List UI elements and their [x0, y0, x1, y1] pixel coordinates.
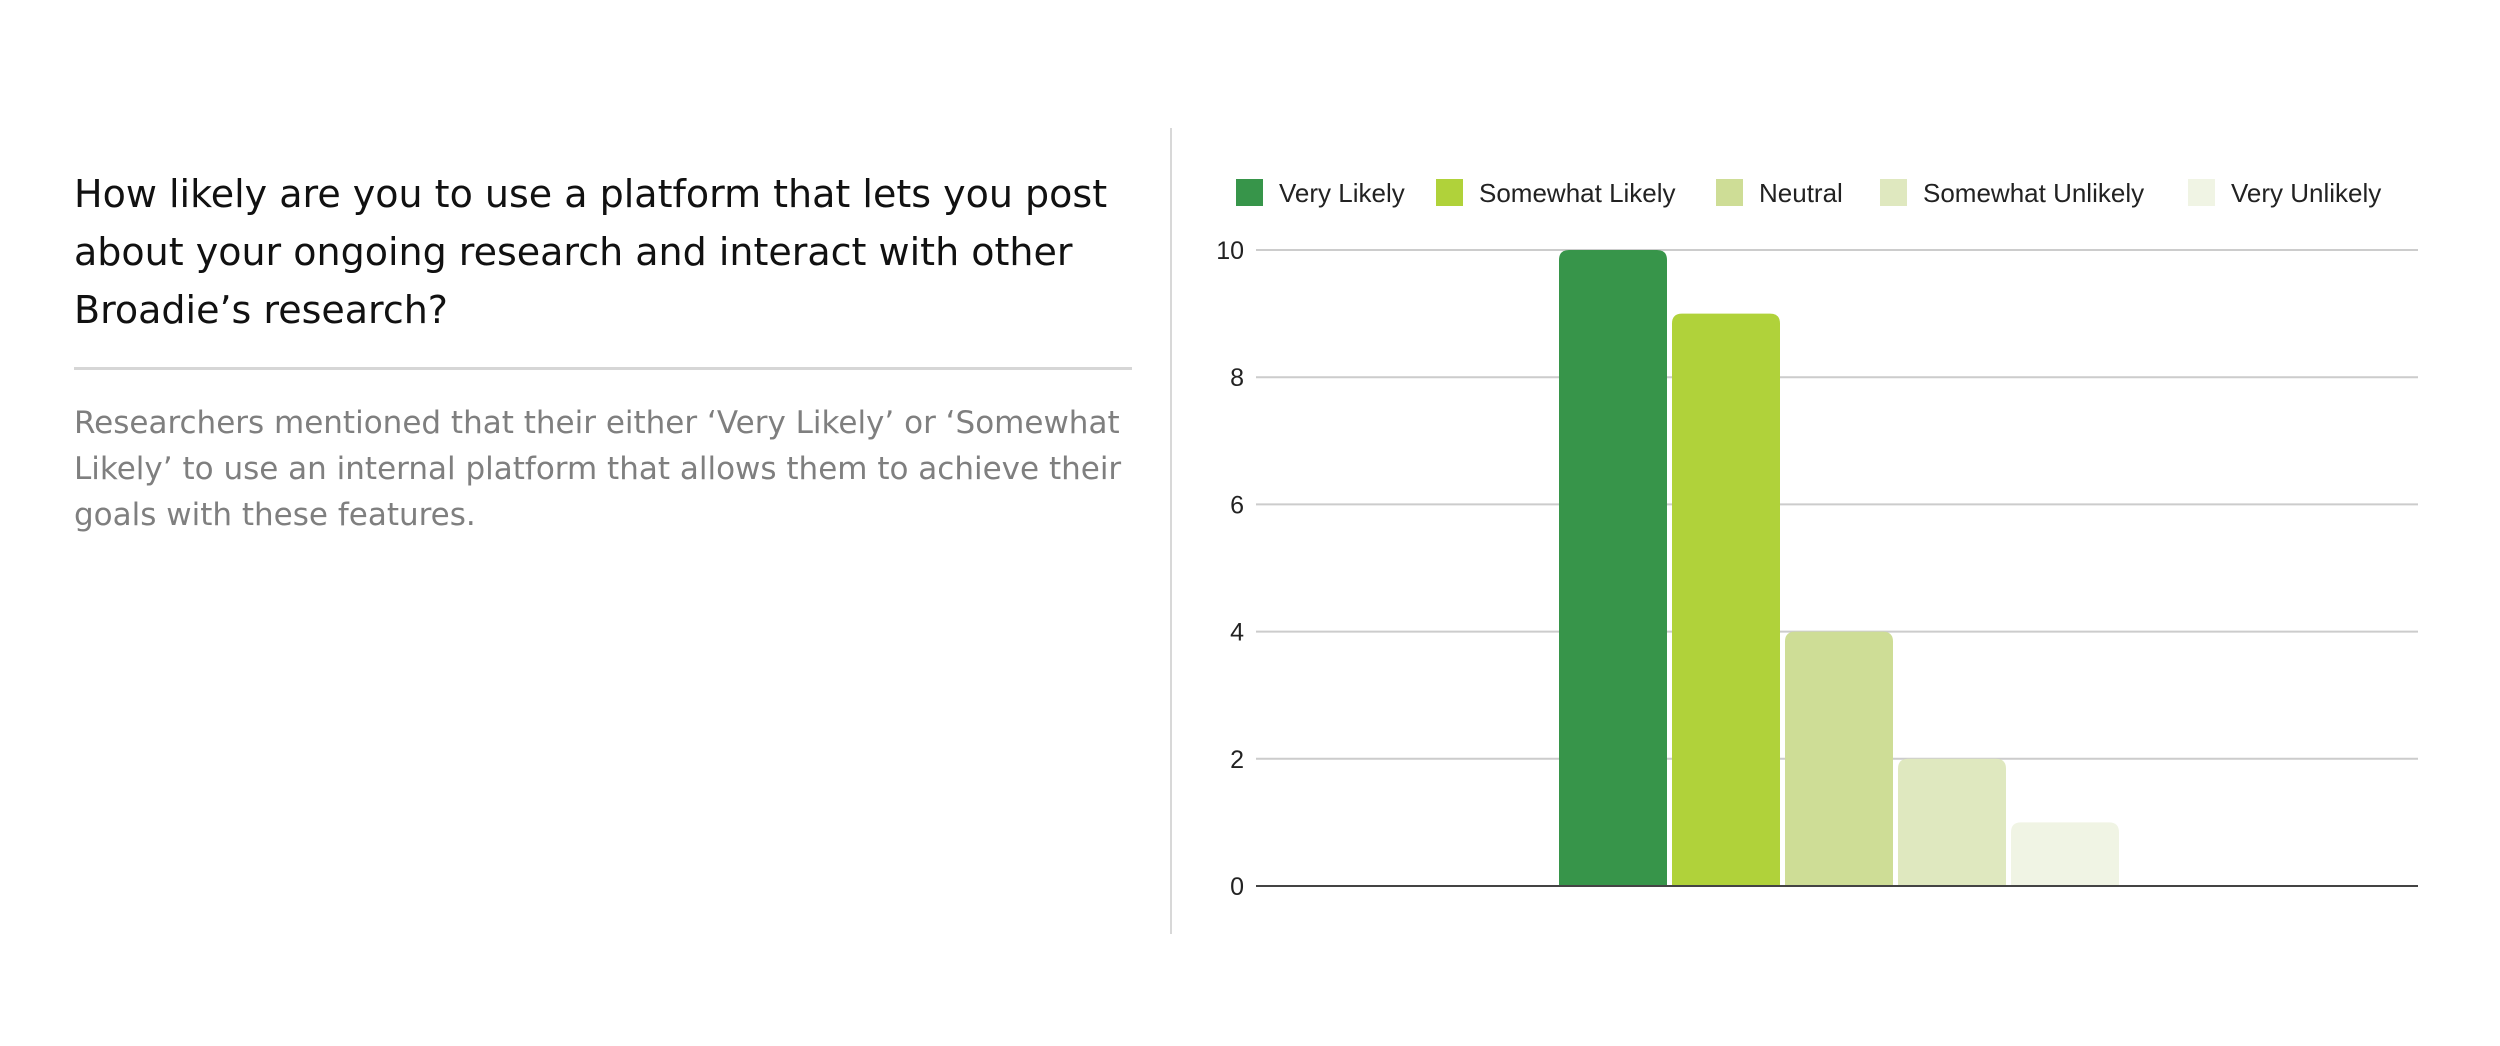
y-tick-label: 8 [1230, 364, 1244, 392]
legend-label: Somewhat Unlikely [1923, 178, 2144, 208]
bar-neutral [1785, 631, 1893, 886]
y-tick-label: 6 [1230, 491, 1244, 519]
y-tick-label: 4 [1230, 619, 1244, 647]
section-divider [74, 367, 1132, 370]
legend-label: Very Likely [1279, 178, 1405, 208]
legend-label: Somewhat Likely [1479, 178, 1676, 208]
bars [1559, 250, 2119, 887]
y-tick-label: 2 [1230, 746, 1244, 774]
vertical-divider [1170, 128, 1172, 934]
y-axis-ticks: 0 2 4 6 8 10 [1216, 237, 1244, 901]
bar-somewhat-likely [1672, 313, 1780, 887]
legend-swatch [2188, 179, 2215, 206]
legend-swatch [1716, 179, 1743, 206]
legend-label: Neutral [1759, 178, 1843, 208]
bar-very-likely [1559, 250, 1667, 886]
legend-label: Very Unlikely [2231, 178, 2381, 208]
text-panel: How likely are you to use a platform tha… [74, 165, 1132, 538]
legend: Very Likely Somewhat Likely Neutral Somewha… [1236, 178, 2381, 208]
bar-very-unlikely [2011, 822, 2119, 886]
legend-swatch [1880, 179, 1907, 206]
y-tick-label: 0 [1230, 873, 1244, 901]
y-tick-label: 10 [1216, 237, 1244, 265]
question-title: How likely are you to use a platform tha… [74, 172, 1108, 332]
bar-somewhat-unlikely [1898, 758, 2006, 886]
legend-swatch [1436, 179, 1463, 206]
legend-swatch [1236, 179, 1263, 206]
summary-text: Researchers mentioned that their either … [74, 405, 1122, 533]
